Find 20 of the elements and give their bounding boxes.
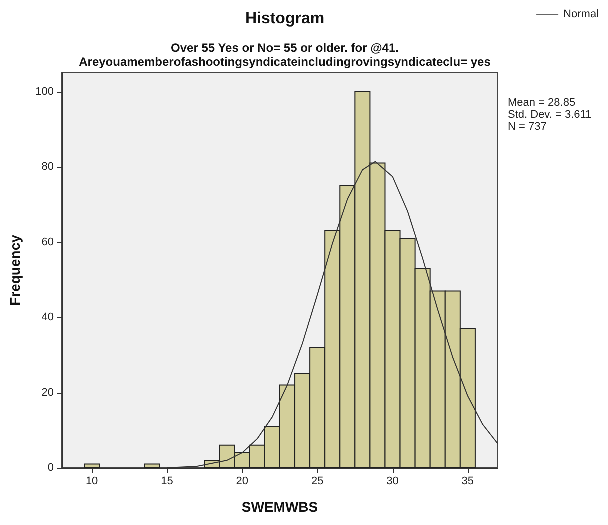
- y-tick-label: 80: [42, 161, 54, 174]
- x-tick-label: 25: [311, 476, 324, 488]
- text: Std. Dev. = 3.611: [508, 109, 592, 121]
- y-tick-label: 40: [42, 312, 54, 324]
- legend-label: Normal: [564, 8, 600, 20]
- y-tick-label: 20: [42, 386, 54, 399]
- text: N = 737: [508, 121, 547, 133]
- y-tick-label: 0: [48, 462, 54, 474]
- x-tick-label: 20: [236, 476, 249, 488]
- y-tick-label: 60: [42, 236, 54, 248]
- x-tick-label: 15: [161, 476, 174, 488]
- y-axis-title: Frequency: [7, 234, 23, 306]
- x-tick-label: 30: [386, 476, 399, 488]
- x-tick-label: 10: [86, 476, 98, 488]
- x-tick-label: 35: [462, 476, 474, 488]
- chart-subtitle: Over 55 Yes or No= 55 or older. for @41. Areyouamemberofashootingsyndicateincludingrovingsyndicateclu= yes: [79, 41, 492, 69]
- y-tick-label: 100: [36, 86, 54, 98]
- text: Mean = 28.85: [508, 97, 576, 109]
- x-axis-title: SWEMWBS: [242, 499, 318, 515]
- chart-title: Histogram: [245, 10, 325, 28]
